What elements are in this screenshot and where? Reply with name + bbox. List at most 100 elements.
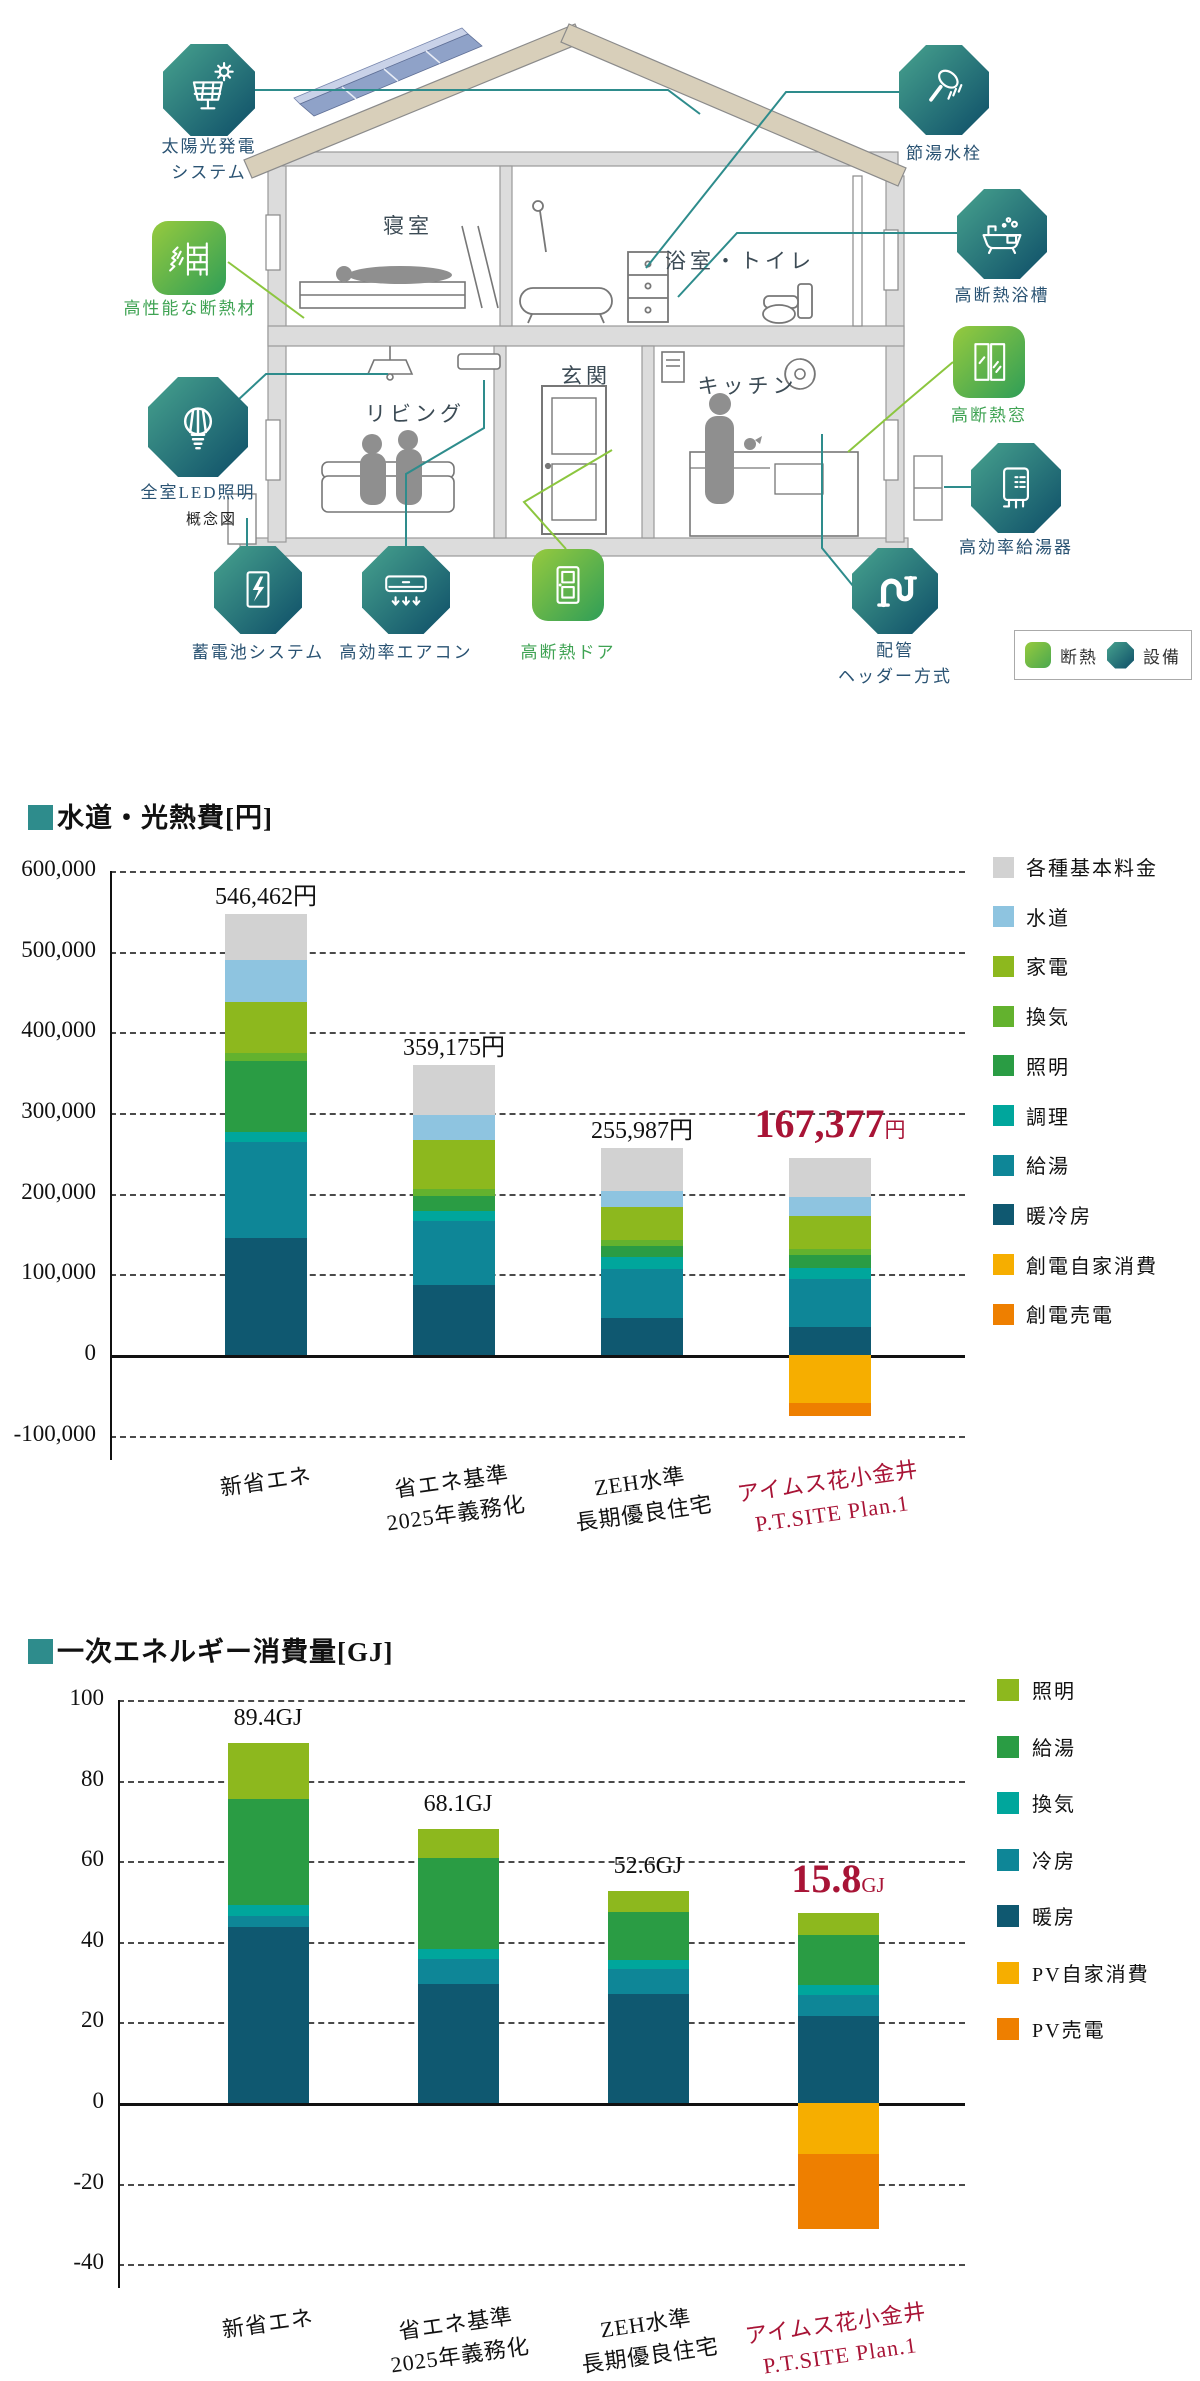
bar-segment-換気 [413, 1188, 495, 1197]
y-tick-80: 80 [81, 1765, 104, 1791]
room-label-bedroom: 寝室 [383, 214, 433, 238]
bar-segment-給湯 [225, 1141, 307, 1238]
legend-swatch-PV自家消費 [997, 1961, 1019, 1984]
bar-segment-換気 [789, 1248, 871, 1256]
equipment-swatch-icon [1107, 641, 1134, 669]
legend-label-給湯: 給湯 [1026, 1156, 1070, 1179]
bar-segment-暖冷房 [225, 1237, 307, 1355]
room-label-bathroom: 浴室・トイレ [665, 249, 815, 273]
bar-segment-各種基本料金 [601, 1148, 683, 1192]
total-label-3: 15.8GJ [718, 1855, 958, 1902]
gridline-100000 [110, 1274, 965, 1277]
legend-swatch-水道 [993, 906, 1014, 928]
bar-segment-換気 [227, 1905, 309, 1916]
bar-segment-照明 [607, 1891, 689, 1912]
legend-swatch-照明 [997, 1679, 1019, 1701]
gridline-100 [118, 1700, 965, 1702]
gridline-500000 [110, 951, 965, 954]
feature-label-door: 高断熱ドア [520, 643, 616, 662]
legend-swatch-暖冷房 [993, 1204, 1014, 1226]
gridline--20 [118, 2183, 965, 2186]
feature-label-solar: 太陽光発電 システム [161, 137, 257, 182]
bar-segment-暖房 [797, 2016, 879, 2103]
bar-segment-調理 [413, 1211, 495, 1221]
legend-label-PV自家消費: PV自家消費 [1032, 1963, 1150, 1986]
total-value: 89.4 [233, 1704, 276, 1731]
bar-segment-水道 [225, 960, 307, 1002]
chart1-title: 水道・光熱費[円] [28, 796, 273, 835]
total-value: 15.8 [791, 1856, 862, 1902]
bar-segment-暖房 [607, 1993, 689, 2103]
room-label-entrance: 玄関 [561, 364, 611, 388]
title-square-icon [28, 805, 53, 830]
total-value: 52.6 [613, 1853, 656, 1880]
bar-segment-冷房 [417, 1959, 499, 1985]
legend-swatch-給湯 [997, 1735, 1019, 1758]
y-tick-20: 20 [81, 2007, 104, 2033]
bar-segment-給湯 [413, 1220, 495, 1285]
y-tick--40: -40 [73, 2249, 104, 2275]
concept-note: 概念図 [186, 512, 238, 528]
insulated-bathtub-icon [957, 189, 1047, 279]
y-tick-100000: 100,000 [21, 1259, 96, 1285]
feature-label-battery: 蓄電池システム [191, 643, 325, 662]
total-unit: GJ [275, 1704, 303, 1731]
legend-label-創電自家消費: 創電自家消費 [1026, 1255, 1158, 1278]
green-connector-lines [227, 261, 954, 550]
legend-swatch-創電自家消費 [993, 1254, 1014, 1276]
solar-panels [293, 27, 483, 117]
house-cross-section [227, 23, 971, 593]
legend-label-照明: 照明 [1032, 1681, 1076, 1703]
chart1-title-text: 水道・光熱費[円] [57, 803, 273, 833]
insulation-swatch-icon [1025, 642, 1051, 668]
bar-segment-照明 [227, 1742, 309, 1799]
chart2-title-text: 一次エネルギー消費量[GJ] [57, 1637, 394, 1667]
sofa-people-silhouettes [360, 430, 422, 505]
bar-segment-水道 [789, 1197, 871, 1216]
bar-segment-換気 [797, 1984, 879, 1996]
led-lighting-icon [148, 377, 248, 477]
feature-label-faucet: 節湯水栓 [906, 144, 982, 163]
kitchen-fixtures [661, 351, 859, 537]
bar-segment-調理 [789, 1267, 871, 1280]
gridline--100000 [110, 1435, 965, 1438]
legend-label-冷房: 冷房 [1032, 1850, 1076, 1873]
total-label-0: 546,462円 [146, 876, 386, 911]
bar-segment-換気 [601, 1239, 683, 1247]
legend-equipment-label: 設備 [1143, 647, 1181, 667]
y-tick-600000: 600,000 [21, 855, 96, 881]
legend-swatch-各種基本料金 [993, 856, 1014, 878]
bar-segment-照明 [797, 1913, 879, 1935]
total-label-2: 52.6GJ [528, 1853, 768, 1880]
utility-cost-chart: 水道・光熱費[円] 600,000 500,000 400,000 300,000 20… [0, 790, 1200, 1550]
y-axis-line [118, 1700, 120, 2289]
total-unit: GJ [655, 1853, 683, 1880]
total-unit: GJ [465, 1790, 493, 1817]
total-unit: 円 [669, 1118, 693, 1145]
bar-segment-調理 [225, 1132, 307, 1142]
feature-label-aircon: 高効率エアコン [339, 643, 473, 662]
legend-swatch-調理 [993, 1105, 1014, 1126]
bar-segment-照明 [417, 1828, 499, 1858]
room-label-kitchen: キッチン [697, 374, 798, 398]
total-label-3: 167,377円 [710, 1100, 950, 1147]
feature-label-insulation: 高性能な断熱材 [123, 299, 257, 318]
total-unit: 円 [481, 1035, 505, 1062]
bar-segment-家電 [413, 1139, 495, 1189]
legend-label-水道: 水道 [1026, 907, 1070, 930]
total-value: 546,462 [215, 884, 293, 910]
legend-swatch-照明 [993, 1055, 1014, 1077]
total-unit: GJ [861, 1873, 885, 1898]
bar-segment-暖冷房 [789, 1327, 871, 1355]
legend-label-創電売電: 創電売電 [1026, 1305, 1114, 1328]
bar-segment-暖房 [227, 1926, 309, 2103]
bar-segment-創電自家消費 [789, 1355, 871, 1404]
y-tick-200000: 200,000 [21, 1178, 96, 1204]
legend-swatch-換気 [993, 1005, 1014, 1027]
total-label-1: 68.1GJ [338, 1791, 578, 1818]
gridline-20 [118, 2022, 965, 2025]
bar-segment-各種基本料金 [789, 1158, 871, 1198]
gridline-40 [118, 1941, 965, 1944]
bar-segment-換気 [225, 1053, 307, 1062]
